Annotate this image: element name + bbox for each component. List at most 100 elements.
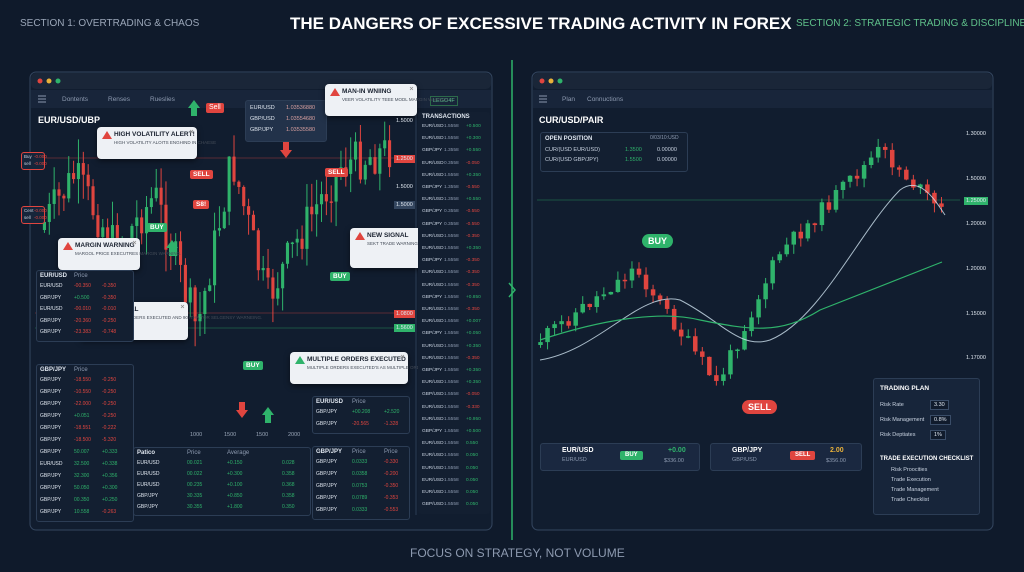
candle [96,215,100,238]
card-sub: GBP/USD [732,457,757,463]
price-axis-label: 1.30000 [966,131,986,137]
transaction-cell: 1.5558 [444,246,459,251]
candle [671,308,677,330]
transaction-cell: -0.350 [466,282,480,288]
table-cell: +0.356 [102,473,118,479]
transaction-cell: GBP/USD [422,392,444,398]
open-position-cell: CUR/(USD EUR/USD) [545,147,600,153]
table-cell: EUR/USD [137,460,160,466]
card-amount: $336.00 [664,458,684,464]
dot [539,78,545,84]
checklist-item: Trade Checklist [891,497,930,503]
data-table [312,446,410,520]
alert-title: HIGH VOLATILITY ALERT! [114,131,195,138]
candle [232,156,236,182]
candle [721,374,726,381]
dot [46,78,52,84]
table-cell: 00.021 [187,460,203,466]
candle [52,189,56,204]
table-cell: -18.550 [74,377,91,383]
candle [271,277,275,299]
dot [55,78,61,84]
table-cell: +0.333 [102,449,118,455]
card-action: BUY [620,451,643,460]
alert-card [290,352,408,384]
table-header: Average [227,450,250,456]
table-cell: EUR/USD [137,471,160,477]
transaction-cell: 0.050 [466,453,479,459]
table-cell: -0.250 [102,377,117,383]
transaction-cell: 1.5558 [444,331,459,337]
alert-title: MULTIPLE ORDERS EXECUTED [307,356,406,363]
table-cell: 00.235 [187,482,203,488]
time-axis-label: 1500 [256,432,269,438]
transaction-cell: -0.050 [466,160,480,166]
tab: Rueslies [150,96,175,103]
candle [784,244,789,255]
table-header: GBP/JPY [316,449,343,455]
chart-tag: SELL [190,170,213,180]
candle [247,206,251,215]
transaction-cell: +0.350 [466,172,481,178]
candle [833,190,839,210]
candle [932,192,937,204]
candle [854,175,860,179]
alert-title: NEW SIGNAL [367,232,409,239]
table-cell: GBP/JPY [40,329,62,335]
open-position [540,132,688,172]
ticker-text: GBP/USD [250,116,275,122]
table-cell: 0.0753 [352,483,368,489]
candle [368,157,372,165]
table-cell: 0.368 [282,482,295,488]
sell-tag: SELL [742,400,778,415]
transaction-cell: 1.3558 [444,148,459,154]
candle [538,342,543,345]
candle [889,149,895,168]
table-cell: 30.335 [187,493,203,499]
transaction-cell: 1.5558 [444,136,459,142]
table-cell: -0.353 [384,495,399,501]
candle [693,336,698,352]
table-cell: -22.000 [74,401,91,407]
candle [685,336,691,338]
alert-card [97,127,197,159]
table-cell: GBP/JPY [316,421,338,427]
table-cell: EUR/USD [40,461,63,467]
transaction-cell: -0.350 [466,258,480,264]
transaction-cell: EUR/USD [422,441,444,447]
candle [904,169,909,180]
side-box-text: -0.000 [34,215,47,220]
candle [358,141,362,180]
candle [72,173,76,180]
transaction-cell: EUR/USD [422,282,444,288]
table-cell: EUR/USD [40,283,63,289]
checklist-item: Risk Proocities [891,467,928,473]
side-box [21,152,45,170]
plan-label: Risk Rate [880,402,904,408]
side-box-text: sell [24,215,31,220]
price-axis-label: 1.5600 [394,324,415,333]
card-pair: EUR/USD [562,447,594,454]
section-label: SECTION 2: STRATEGIC TRADING & DISCIPLIN… [796,18,1024,29]
transaction-cell: EUR/USD [422,246,444,251]
transaction-cell: 1.5558 [444,294,459,300]
right-candles [538,138,944,386]
transaction-cell: EUR/USD [422,380,444,386]
open-position-cell: 0.00000 [657,147,677,153]
candle [742,331,747,350]
candle [756,299,761,318]
candle [47,203,51,222]
candle [650,289,656,296]
candle [101,227,105,238]
position-card [710,443,862,471]
candle [868,157,874,165]
menu-icon [38,95,547,103]
table-cell: GBP/JPY [40,389,62,395]
candle [213,230,217,286]
side-box-text: Buy [24,154,32,159]
transaction-cell: +0.550 [466,197,481,203]
candle [149,198,153,208]
table-cell: 0.358 [282,493,295,499]
table-cell: GBP/JPY [40,473,62,479]
candle [657,295,663,300]
